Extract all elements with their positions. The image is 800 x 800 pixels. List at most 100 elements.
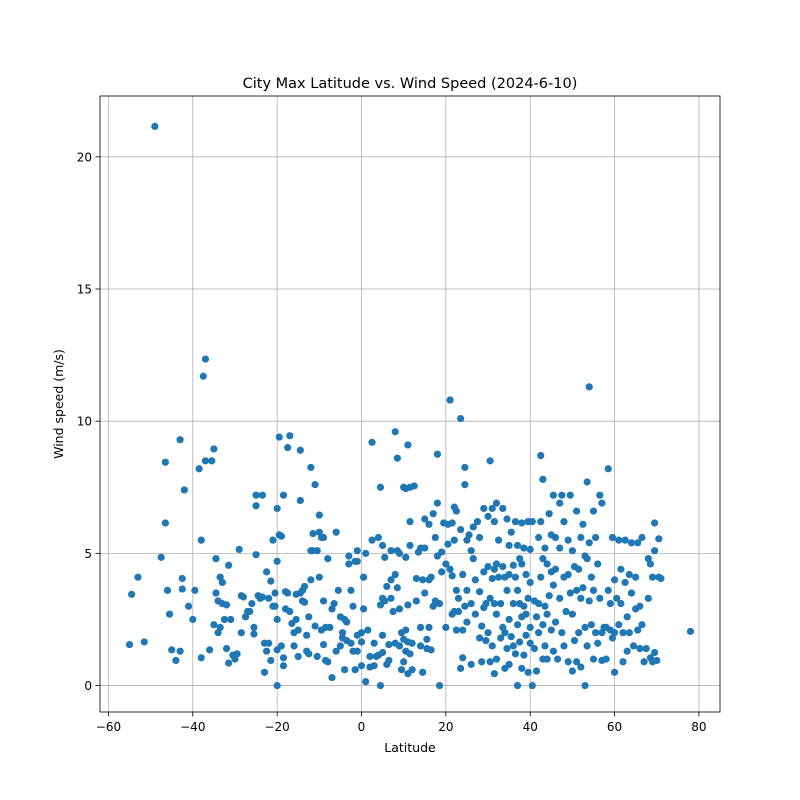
- data-point: [587, 573, 595, 581]
- data-point: [638, 621, 646, 629]
- data-point: [315, 511, 323, 519]
- data-point: [332, 647, 340, 655]
- data-point: [218, 578, 226, 587]
- data-point: [558, 629, 566, 637]
- data-point: [421, 589, 429, 597]
- data-point: [651, 519, 659, 527]
- data-point: [391, 570, 399, 579]
- data-point: [589, 507, 598, 515]
- data-point: [279, 491, 288, 499]
- data-point: [210, 621, 218, 629]
- data-point: [478, 658, 486, 666]
- data-point: [305, 650, 313, 658]
- data-point: [511, 573, 520, 581]
- data-point: [201, 457, 210, 465]
- data-point: [277, 532, 285, 540]
- data-point: [184, 602, 193, 610]
- data-point: [402, 626, 410, 634]
- data-point: [492, 655, 501, 663]
- data-point: [535, 600, 543, 608]
- data-point: [589, 655, 598, 663]
- data-point: [265, 639, 273, 647]
- data-point: [275, 433, 283, 441]
- data-point: [627, 589, 636, 597]
- data-point: [492, 499, 501, 507]
- data-point: [246, 607, 254, 616]
- data-point: [307, 463, 315, 472]
- data-point: [543, 610, 551, 618]
- data-point: [454, 607, 463, 616]
- data-point: [328, 674, 336, 682]
- data-point: [381, 553, 389, 561]
- data-point: [541, 544, 549, 552]
- data-point: [286, 432, 294, 440]
- data-point: [526, 639, 534, 647]
- data-point: [374, 533, 382, 542]
- data-point: [492, 610, 501, 618]
- data-point: [128, 590, 136, 598]
- data-point: [467, 547, 475, 555]
- data-point: [549, 581, 558, 589]
- data-point: [560, 642, 568, 650]
- data-point: [416, 642, 425, 650]
- y-axis-ticks: 0 5 10 15 20: [77, 150, 100, 693]
- data-point: [459, 654, 467, 662]
- data-point: [686, 627, 695, 635]
- data-point: [572, 586, 581, 594]
- data-point: [556, 544, 564, 552]
- data-point: [615, 621, 623, 629]
- data-point: [324, 555, 332, 563]
- data-point: [513, 621, 522, 629]
- data-point: [469, 555, 477, 563]
- data-point: [429, 510, 437, 518]
- data-point: [313, 547, 321, 555]
- data-point: [258, 491, 266, 499]
- data-point: [511, 518, 520, 526]
- data-point: [545, 592, 553, 600]
- data-point: [503, 644, 511, 653]
- data-point: [397, 666, 406, 674]
- data-point: [294, 626, 302, 634]
- data-point: [452, 626, 460, 634]
- data-point: [345, 552, 353, 560]
- x-axis-ticks: −60 −40 −20 0 20 40 60 80: [96, 712, 707, 734]
- data-point: [505, 660, 513, 669]
- data-point: [370, 639, 378, 647]
- data-point: [252, 491, 260, 499]
- data-point: [290, 642, 298, 650]
- data-point: [646, 560, 655, 568]
- data-point: [457, 414, 465, 423]
- data-point: [585, 539, 593, 547]
- data-point: [475, 588, 484, 596]
- data-point: [201, 355, 210, 363]
- data-point: [591, 629, 600, 637]
- data-point: [450, 536, 458, 544]
- data-point: [560, 518, 568, 526]
- data-point: [387, 594, 395, 602]
- data-point: [294, 652, 302, 661]
- data-point: [606, 600, 614, 608]
- data-point: [284, 589, 292, 597]
- data-point: [532, 613, 541, 621]
- x-tick-label: 20: [438, 720, 453, 734]
- y-axis-label: Wind speed (m/s): [51, 349, 66, 459]
- data-point: [562, 607, 570, 616]
- data-point: [311, 622, 319, 630]
- data-point: [520, 651, 528, 659]
- data-point: [526, 545, 534, 554]
- data-point: [530, 644, 539, 653]
- data-point: [499, 504, 507, 513]
- data-point: [482, 637, 490, 645]
- data-point: [564, 658, 572, 666]
- data-point: [513, 681, 522, 690]
- data-point: [248, 600, 256, 608]
- data-point: [488, 574, 496, 583]
- data-point: [475, 634, 484, 642]
- data-point: [488, 642, 496, 650]
- data-point: [161, 519, 169, 527]
- data-point: [494, 536, 503, 544]
- data-point: [125, 640, 134, 649]
- data-point: [572, 507, 581, 515]
- data-point: [608, 533, 617, 542]
- data-point: [140, 638, 148, 646]
